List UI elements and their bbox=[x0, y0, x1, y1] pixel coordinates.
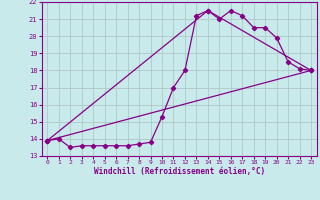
X-axis label: Windchill (Refroidissement éolien,°C): Windchill (Refroidissement éolien,°C) bbox=[94, 167, 265, 176]
